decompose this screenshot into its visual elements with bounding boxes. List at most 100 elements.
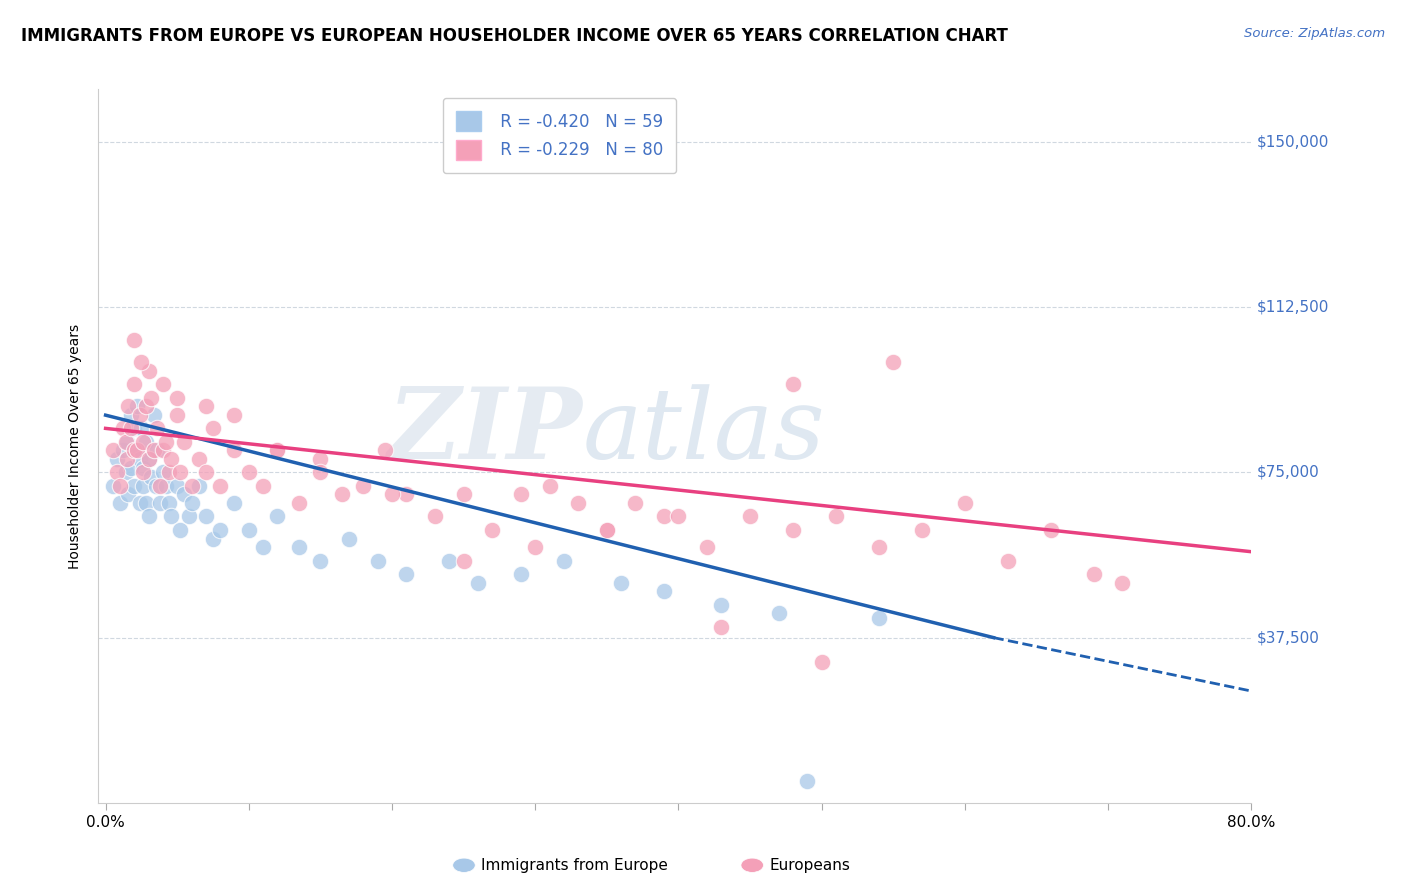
Text: $75,000: $75,000	[1257, 465, 1320, 480]
Point	[668, 509, 690, 524]
Point	[596, 523, 619, 537]
Point	[122, 478, 145, 492]
Point	[132, 466, 155, 480]
Point	[160, 452, 183, 467]
Text: $150,000: $150,000	[1257, 135, 1330, 150]
Point	[596, 523, 619, 537]
Point	[166, 391, 188, 405]
Point	[652, 509, 675, 524]
Point	[194, 400, 217, 414]
Point	[155, 434, 177, 449]
Point	[152, 466, 174, 480]
Point	[127, 443, 149, 458]
Point	[288, 496, 311, 510]
Text: Immigrants from Europe: Immigrants from Europe	[481, 858, 668, 872]
Point	[152, 443, 174, 458]
Point	[138, 452, 160, 467]
Point	[201, 421, 224, 435]
Point	[141, 470, 163, 484]
Point	[911, 523, 934, 537]
Text: Source: ZipAtlas.com: Source: ZipAtlas.com	[1244, 27, 1385, 40]
Point	[127, 400, 149, 414]
Text: IMMIGRANTS FROM EUROPE VS EUROPEAN HOUSEHOLDER INCOME OVER 65 YEARS CORRELATION : IMMIGRANTS FROM EUROPE VS EUROPEAN HOUSE…	[21, 27, 1008, 45]
Point	[738, 509, 761, 524]
Point	[374, 443, 396, 458]
Text: Europeans: Europeans	[769, 858, 851, 872]
Point	[696, 541, 718, 555]
Point	[266, 443, 288, 458]
Point	[132, 461, 155, 475]
Point	[166, 408, 188, 422]
Point	[453, 487, 475, 501]
Point	[120, 408, 142, 422]
Point	[177, 509, 200, 524]
Text: ZIP: ZIP	[388, 384, 582, 480]
Point	[115, 452, 138, 467]
Point	[187, 478, 209, 492]
Point	[135, 496, 157, 510]
Point	[252, 541, 274, 555]
Point	[868, 541, 890, 555]
Point	[132, 478, 155, 492]
Point	[553, 553, 575, 567]
Point	[122, 443, 145, 458]
Point	[288, 541, 311, 555]
Point	[330, 487, 353, 501]
Point	[108, 496, 131, 510]
Text: $112,500: $112,500	[1257, 300, 1330, 315]
Point	[122, 377, 145, 392]
Point	[610, 575, 633, 590]
Point	[101, 478, 124, 492]
Point	[309, 466, 332, 480]
Point	[173, 487, 195, 501]
Point	[439, 553, 461, 567]
Point	[710, 619, 733, 633]
Point	[810, 655, 832, 669]
Point	[155, 478, 177, 492]
Point	[129, 496, 152, 510]
Point	[146, 421, 169, 435]
Point	[367, 553, 389, 567]
Point	[131, 421, 153, 435]
Point	[166, 478, 188, 492]
Point	[209, 523, 232, 537]
Point	[160, 509, 183, 524]
Point	[117, 487, 139, 501]
Point	[453, 553, 475, 567]
Point	[114, 434, 136, 449]
Point	[169, 466, 191, 480]
Point	[129, 408, 152, 422]
Point	[782, 523, 804, 537]
Point	[135, 434, 157, 449]
Point	[114, 466, 136, 480]
Point	[395, 487, 418, 501]
Point	[149, 496, 172, 510]
Y-axis label: Householder Income Over 65 years: Householder Income Over 65 years	[69, 324, 83, 568]
Point	[209, 478, 232, 492]
Text: $37,500: $37,500	[1257, 630, 1320, 645]
Point	[143, 408, 166, 422]
Point	[157, 466, 180, 480]
Point	[201, 532, 224, 546]
Point	[481, 523, 503, 537]
Point	[538, 478, 561, 492]
Point	[782, 377, 804, 392]
Point	[135, 400, 157, 414]
Point	[122, 333, 145, 347]
Point	[467, 575, 489, 590]
Point	[138, 452, 160, 467]
Point	[252, 478, 274, 492]
Point	[509, 566, 531, 581]
Point	[882, 355, 904, 369]
Point	[180, 478, 202, 492]
Point	[180, 496, 202, 510]
Text: atlas: atlas	[582, 384, 825, 479]
Legend:  R = -0.420   N = 59,  R = -0.229   N = 80: R = -0.420 N = 59, R = -0.229 N = 80	[443, 97, 676, 173]
Point	[796, 773, 818, 788]
Point	[381, 487, 404, 501]
Point	[768, 607, 790, 621]
Point	[224, 443, 246, 458]
Point	[145, 478, 167, 492]
Point	[567, 496, 589, 510]
Point	[146, 443, 169, 458]
